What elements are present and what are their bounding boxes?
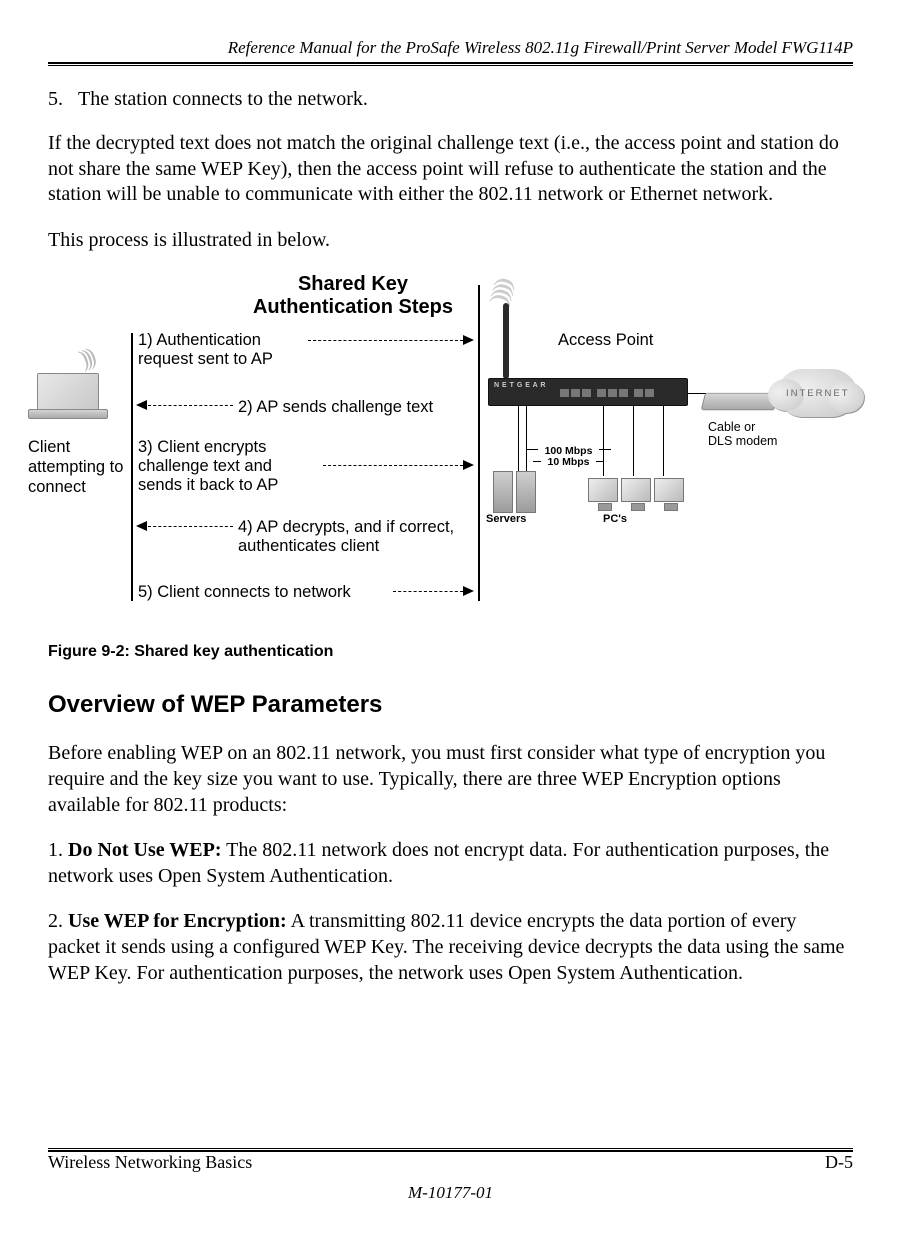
footer-section: Wireless Networking Basics bbox=[48, 1152, 252, 1173]
arrowhead-icon bbox=[463, 460, 474, 470]
arrow-2 bbox=[148, 405, 233, 406]
left-bar bbox=[131, 333, 133, 601]
link-line bbox=[526, 406, 527, 471]
step5-label: 5) Client connects to network bbox=[138, 583, 351, 602]
paragraph: If the decrypted text does not match the… bbox=[48, 131, 853, 208]
link-line bbox=[633, 406, 634, 476]
arrowhead-icon bbox=[136, 521, 147, 531]
arrowhead-icon bbox=[463, 586, 474, 596]
list-item-5: 5. The station connects to the network. bbox=[48, 88, 853, 111]
step2-label: 2) AP sends challenge text bbox=[238, 398, 433, 417]
step3-label: 3) Client encrypts challenge text and se… bbox=[138, 438, 318, 495]
footer-doc-id: M-10177-01 bbox=[48, 1183, 853, 1203]
arrow-5 bbox=[393, 591, 463, 592]
mbps-10: 10 Mbps bbox=[547, 456, 589, 468]
wifi-waves-icon: ))) bbox=[83, 346, 92, 371]
section-heading: Overview of WEP Parameters bbox=[48, 691, 853, 719]
header-rule bbox=[48, 62, 853, 66]
modem-label-l1: Cable or bbox=[708, 420, 755, 434]
auth-diagram: Shared Key Authentication Steps ))) Clie… bbox=[48, 273, 853, 633]
list-number: 5. bbox=[48, 88, 64, 111]
diagram-title: Shared Key Authentication Steps bbox=[223, 273, 483, 319]
title-line2: Authentication Steps bbox=[253, 296, 453, 318]
list-text: The station connects to the network. bbox=[78, 88, 368, 111]
arrow-4 bbox=[148, 526, 233, 527]
access-point-icon: N E T G E A R bbox=[488, 378, 688, 406]
monitor-icon bbox=[654, 478, 684, 502]
page-footer: Wireless Networking Basics D-5 M-10177-0… bbox=[48, 1145, 853, 1203]
monitor-icon bbox=[588, 478, 618, 502]
laptop-icon bbox=[28, 373, 108, 421]
servers-label: Servers bbox=[486, 513, 526, 525]
server-icon bbox=[516, 471, 536, 513]
internet-label: INTERNET bbox=[786, 388, 850, 399]
page-header: Reference Manual for the ProSafe Wireles… bbox=[48, 38, 853, 58]
server-icon bbox=[493, 471, 513, 513]
figure-caption: Figure 9-2: Shared key authentication bbox=[48, 643, 853, 661]
right-bar bbox=[478, 285, 480, 601]
wifi-waves-icon: )))) bbox=[490, 285, 516, 292]
paragraph: 2. Use WEP for Encryption: A transmittin… bbox=[48, 909, 853, 986]
link-line bbox=[603, 406, 604, 476]
access-point-label: Access Point bbox=[558, 331, 653, 350]
link-line bbox=[518, 406, 519, 471]
step1-label: 1) Authentication request sent to AP bbox=[138, 331, 308, 369]
antenna-icon bbox=[503, 303, 509, 379]
link-line bbox=[663, 406, 664, 476]
pcs-label: PC's bbox=[603, 513, 627, 525]
arrowhead-icon bbox=[463, 335, 474, 345]
para-bold: Do Not Use WEP: bbox=[68, 839, 222, 861]
para-bold: Use WEP for Encryption: bbox=[68, 910, 287, 932]
client-label: Client attempting to connect bbox=[28, 438, 128, 497]
modem-label: Cable or DLS modem bbox=[708, 421, 777, 449]
paragraph: Before enabling WEP on an 802.11 network… bbox=[48, 741, 853, 818]
para-lead: 2. bbox=[48, 910, 68, 932]
title-line1: Shared Key bbox=[298, 273, 408, 295]
link-line bbox=[688, 393, 706, 394]
modem-icon bbox=[701, 393, 776, 410]
arrow-1 bbox=[308, 340, 463, 341]
para-lead: 1. bbox=[48, 839, 68, 861]
paragraph: 1. Do Not Use WEP: The 802.11 network do… bbox=[48, 838, 853, 889]
footer-page: D-5 bbox=[825, 1152, 853, 1173]
modem-label-l2: DLS modem bbox=[708, 434, 777, 448]
arrowhead-icon bbox=[136, 400, 147, 410]
arrow-3 bbox=[323, 465, 463, 466]
mbps-label: 100 Mbps 10 Mbps bbox=[541, 446, 596, 468]
brand-label: N E T G E A R bbox=[494, 382, 546, 389]
monitor-icon bbox=[621, 478, 651, 502]
step4-label: 4) AP decrypts, and if correct, authenti… bbox=[238, 518, 478, 556]
paragraph: This process is illustrated in below. bbox=[48, 228, 853, 254]
